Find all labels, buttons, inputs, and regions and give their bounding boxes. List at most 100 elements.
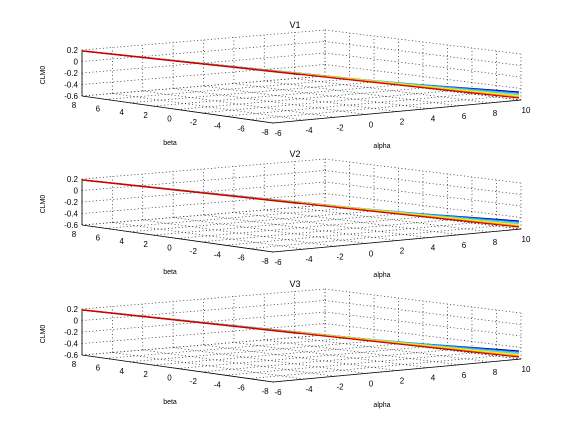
x-tick-label: 0 <box>369 379 374 388</box>
x-tick-label: -4 <box>305 126 313 135</box>
chart-title: V3 <box>289 279 300 289</box>
y-axis-label: beta <box>163 140 177 147</box>
z-tick-label: -0.2 <box>64 198 78 207</box>
x-tick-label: 10 <box>522 235 531 244</box>
surface <box>81 309 520 358</box>
x-tick-label: 6 <box>462 112 467 121</box>
surface-edge <box>81 179 301 205</box>
axis-lines <box>81 50 522 124</box>
x-tick-label: -2 <box>336 252 344 261</box>
surface-band-6 <box>81 309 520 352</box>
y-tick-label: -8 <box>261 257 269 266</box>
y-axis-label: beta <box>163 269 177 276</box>
y-tick-label: 8 <box>72 101 77 110</box>
y-tick-label: -6 <box>238 125 246 134</box>
y-tick-label: 6 <box>96 363 101 372</box>
x-tick-label: 6 <box>462 241 467 250</box>
y-tick-label: -2 <box>190 247 198 256</box>
chart-panel-1: V1 0.2 0 -0.2 -0.4 -0.6 CLM0 8 6 4 2 0 -2 -4 -6 -8 beta -… <box>40 20 531 150</box>
x-tick-label: -4 <box>305 255 313 264</box>
x-tick-label: -6 <box>274 388 282 397</box>
z-tick-label: -0.6 <box>64 351 78 360</box>
y-tick-label: -4 <box>214 380 222 389</box>
y-tick-label: -4 <box>214 121 222 130</box>
y-tick-label: 8 <box>72 230 77 239</box>
y-tick-label: -6 <box>238 384 246 393</box>
z-tick-label: 0.2 <box>67 305 79 314</box>
y-tick-label: -8 <box>261 128 269 137</box>
z-tick-label: -0.4 <box>64 210 78 219</box>
y-tick-label: 0 <box>167 115 172 124</box>
z-tick-label: -0.6 <box>64 221 78 230</box>
y-tick-label: -8 <box>261 387 269 396</box>
axis-lines <box>81 179 522 253</box>
x-tick-label: 2 <box>400 247 405 256</box>
grid-lines <box>81 29 522 124</box>
y-tick-label: 2 <box>143 111 148 120</box>
surface-edge <box>81 309 301 335</box>
x-tick-label: 10 <box>522 106 531 115</box>
axis-lines <box>81 309 522 383</box>
surface-edge <box>81 50 301 76</box>
x-tick-label: 8 <box>493 238 498 247</box>
x-tick-label: 8 <box>493 368 498 377</box>
z-tick-label: -0.2 <box>64 69 78 78</box>
z-tick-label: 0 <box>74 58 79 67</box>
surface <box>81 50 520 99</box>
z-tick-label: -0.2 <box>64 328 78 337</box>
x-axis-label: alpha <box>373 143 390 150</box>
chart-panel-2: V2 0.2 0 -0.2 -0.4 -0.6 CLM0 8 6 4 2 0 -2 -4 -6 -8 beta -… <box>40 149 531 279</box>
x-tick-label: 8 <box>493 109 498 118</box>
x-axis-label: alpha <box>373 272 390 279</box>
chart-title: V1 <box>289 20 300 30</box>
z-tick-label: 0 <box>74 317 79 326</box>
x-tick-label: 0 <box>369 249 374 258</box>
z-axis-label: CLM0 <box>40 66 47 85</box>
z-tick-label: 0.2 <box>67 175 79 184</box>
x-tick-label: 6 <box>462 371 467 380</box>
z-tick-label: -0.4 <box>64 81 78 90</box>
y-tick-label: 4 <box>120 237 125 246</box>
x-axis-label: alpha <box>373 402 390 409</box>
x-tick-label: -2 <box>336 123 344 132</box>
y-axis-label: beta <box>163 399 177 406</box>
y-tick-label: -2 <box>190 377 198 386</box>
x-tick-label: 4 <box>431 244 436 253</box>
z-tick-label: -0.6 <box>64 92 78 101</box>
x-tick-label: 0 <box>369 120 374 129</box>
x-tick-label: -2 <box>336 382 344 391</box>
y-tick-label: -2 <box>190 118 198 127</box>
y-tick-label: 4 <box>120 367 125 376</box>
grid-lines <box>81 158 522 253</box>
x-tick-label: 2 <box>400 118 405 127</box>
z-tick-label: 0 <box>74 187 79 196</box>
y-tick-label: -4 <box>214 250 222 259</box>
surface-band-6 <box>81 179 520 222</box>
y-tick-label: -6 <box>238 254 246 263</box>
y-tick-label: 2 <box>143 370 148 379</box>
y-tick-label: 6 <box>96 233 101 242</box>
surface <box>81 179 520 228</box>
chart-panel-3: V3 0.2 0 -0.2 -0.4 -0.6 CLM0 8 6 4 2 0 -2 -4 -6 -8 beta -… <box>40 279 531 409</box>
x-tick-label: 4 <box>431 115 436 124</box>
chart-title: V2 <box>289 149 300 159</box>
z-axis-label: CLM0 <box>40 195 47 214</box>
y-tick-label: 0 <box>167 374 172 383</box>
y-tick-label: 4 <box>120 108 125 117</box>
grid-lines <box>81 288 522 383</box>
x-tick-label: 4 <box>431 374 436 383</box>
y-tick-label: 0 <box>167 244 172 253</box>
x-tick-label: -6 <box>274 258 282 267</box>
z-tick-label: -0.4 <box>64 340 78 349</box>
x-tick-label: 10 <box>522 365 531 374</box>
y-tick-label: 2 <box>143 240 148 249</box>
x-tick-label: -4 <box>305 385 313 394</box>
x-tick-label: -6 <box>274 129 282 138</box>
x-tick-label: 2 <box>400 377 405 386</box>
y-tick-label: 8 <box>72 360 77 369</box>
z-tick-label: 0.2 <box>67 46 79 55</box>
surface-band-6 <box>81 50 520 93</box>
y-tick-label: 6 <box>96 104 101 113</box>
z-axis-label: CLM0 <box>40 325 47 344</box>
